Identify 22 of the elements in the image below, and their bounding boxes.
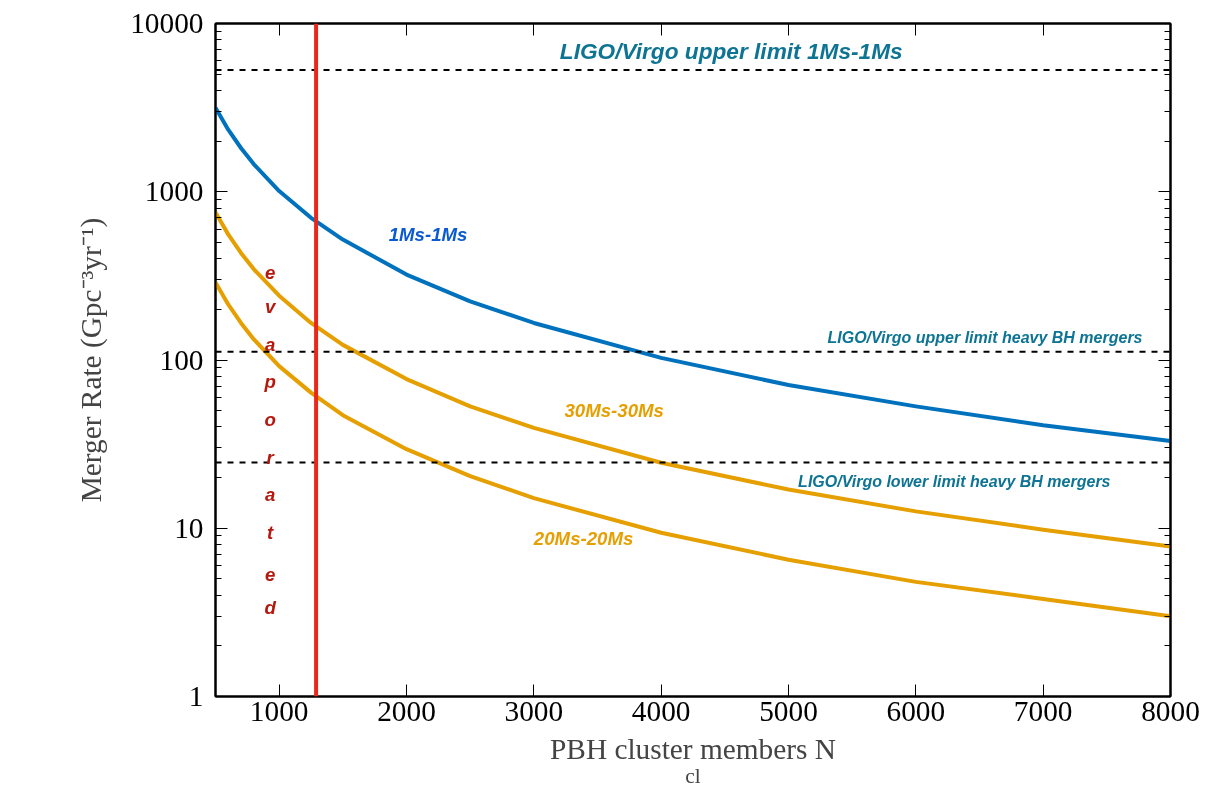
x-tick-label: 3000 <box>504 694 564 727</box>
x-tick-label: 7000 <box>1013 694 1073 727</box>
ref-line-label: LIGO/Virgo upper limit 1Ms-1Ms <box>559 37 903 64</box>
x-axis-title: PBH cluster members Ncl <box>550 732 836 788</box>
series-label: 1Ms-1Ms <box>388 223 468 245</box>
x-tick-label: 1000 <box>249 694 309 727</box>
x-tick-label: 8000 <box>1141 694 1200 727</box>
series-label: 20Ms-20Ms <box>532 527 634 549</box>
y-tick-label: 100 <box>159 343 204 376</box>
ref-line-label: LIGO/Virgo upper limit heavy BH mergers <box>827 328 1143 346</box>
y-axis-title: Merger Rate (Gpc⁻³yr⁻¹) <box>75 217 109 503</box>
y-tick-label: 1000 <box>144 175 204 208</box>
y-tick-label: 1 <box>188 680 204 712</box>
ref-line-label: LIGO/Virgo lower limit heavy BH mergers <box>798 473 1111 491</box>
y-tick-label: 10 <box>174 511 204 544</box>
series-label: 30Ms-30Ms <box>564 399 664 421</box>
x-tick-label: 5000 <box>759 694 818 727</box>
x-tick-label: 4000 <box>631 694 691 727</box>
y-tick-label: 10000 <box>130 7 204 39</box>
x-tick-label: 6000 <box>886 694 946 727</box>
x-tick-label: 2000 <box>377 694 436 727</box>
text: evaporated <box>264 262 276 619</box>
